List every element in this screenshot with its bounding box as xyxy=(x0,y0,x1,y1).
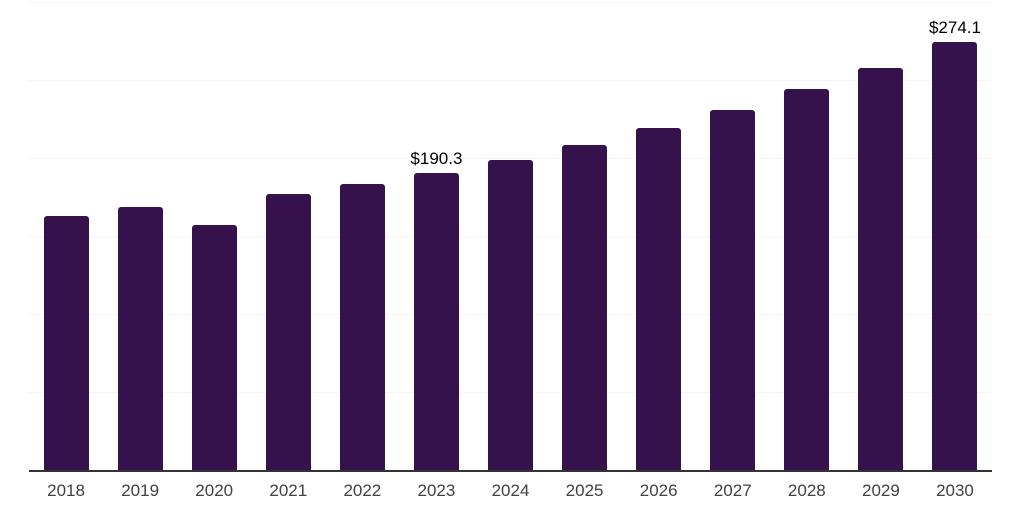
bar-group-2027 xyxy=(696,2,770,470)
x-tick-2028: 2028 xyxy=(787,481,826,500)
gridline-300 xyxy=(29,2,992,3)
plot-area: $190.3 $274.1 xyxy=(29,2,992,472)
bar-group-2028 xyxy=(770,2,844,470)
x-tick-2029: 2029 xyxy=(861,481,900,500)
bar-group-2030: $274.1 xyxy=(918,2,992,470)
bar-2027 xyxy=(710,110,756,470)
bar-group-2025 xyxy=(548,2,622,470)
x-tick-2020: 2020 xyxy=(195,481,234,500)
bar-2020 xyxy=(191,224,237,470)
x-tick-2019: 2019 xyxy=(121,481,160,500)
x-tick-2021: 2021 xyxy=(269,481,308,500)
bar-2029 xyxy=(858,67,904,470)
x-tick-2022: 2022 xyxy=(343,481,382,500)
bar-group-2021 xyxy=(251,2,325,470)
gridline-200 xyxy=(29,158,992,159)
bar-group-2019 xyxy=(103,2,177,470)
bar-2022 xyxy=(339,183,385,470)
x-axis-line xyxy=(29,470,992,472)
bar-2023 xyxy=(413,173,459,470)
x-tick-2024: 2024 xyxy=(491,481,530,500)
bars-container: $190.3 $274.1 xyxy=(29,2,992,470)
x-tick-2025: 2025 xyxy=(565,481,604,500)
x-tick-2026: 2026 xyxy=(639,481,678,500)
bar-value-label-2023: $190.3 xyxy=(410,149,463,169)
bar-group-2029 xyxy=(844,2,918,470)
bar-group-2024 xyxy=(473,2,547,470)
bar-2025 xyxy=(562,144,608,470)
bar-2030 xyxy=(932,42,978,470)
x-tick-2027: 2027 xyxy=(713,481,752,500)
x-tick-2023: 2023 xyxy=(417,481,456,500)
x-tick-2018: 2018 xyxy=(47,481,85,500)
x-tick-2030: 2030 xyxy=(936,481,974,500)
bar-group-2020 xyxy=(177,2,251,470)
bar-group-2022 xyxy=(325,2,399,470)
bar-2021 xyxy=(265,194,311,470)
bar-value-label-2030: $274.1 xyxy=(928,18,981,38)
bar-2024 xyxy=(488,159,533,470)
bar-group-2023: $190.3 xyxy=(399,2,473,470)
bar-2028 xyxy=(784,89,830,470)
bar-group-2026 xyxy=(622,2,696,470)
bar-2026 xyxy=(636,127,682,470)
bar-2019 xyxy=(117,206,163,470)
bar-group-2018 xyxy=(29,2,103,470)
x-axis-labels: 2018 2019 2020 2021 2022 2023 2024 2025 2026 2027… xyxy=(29,481,992,501)
bar-2018 xyxy=(43,215,89,470)
gridline-250 xyxy=(29,80,992,81)
